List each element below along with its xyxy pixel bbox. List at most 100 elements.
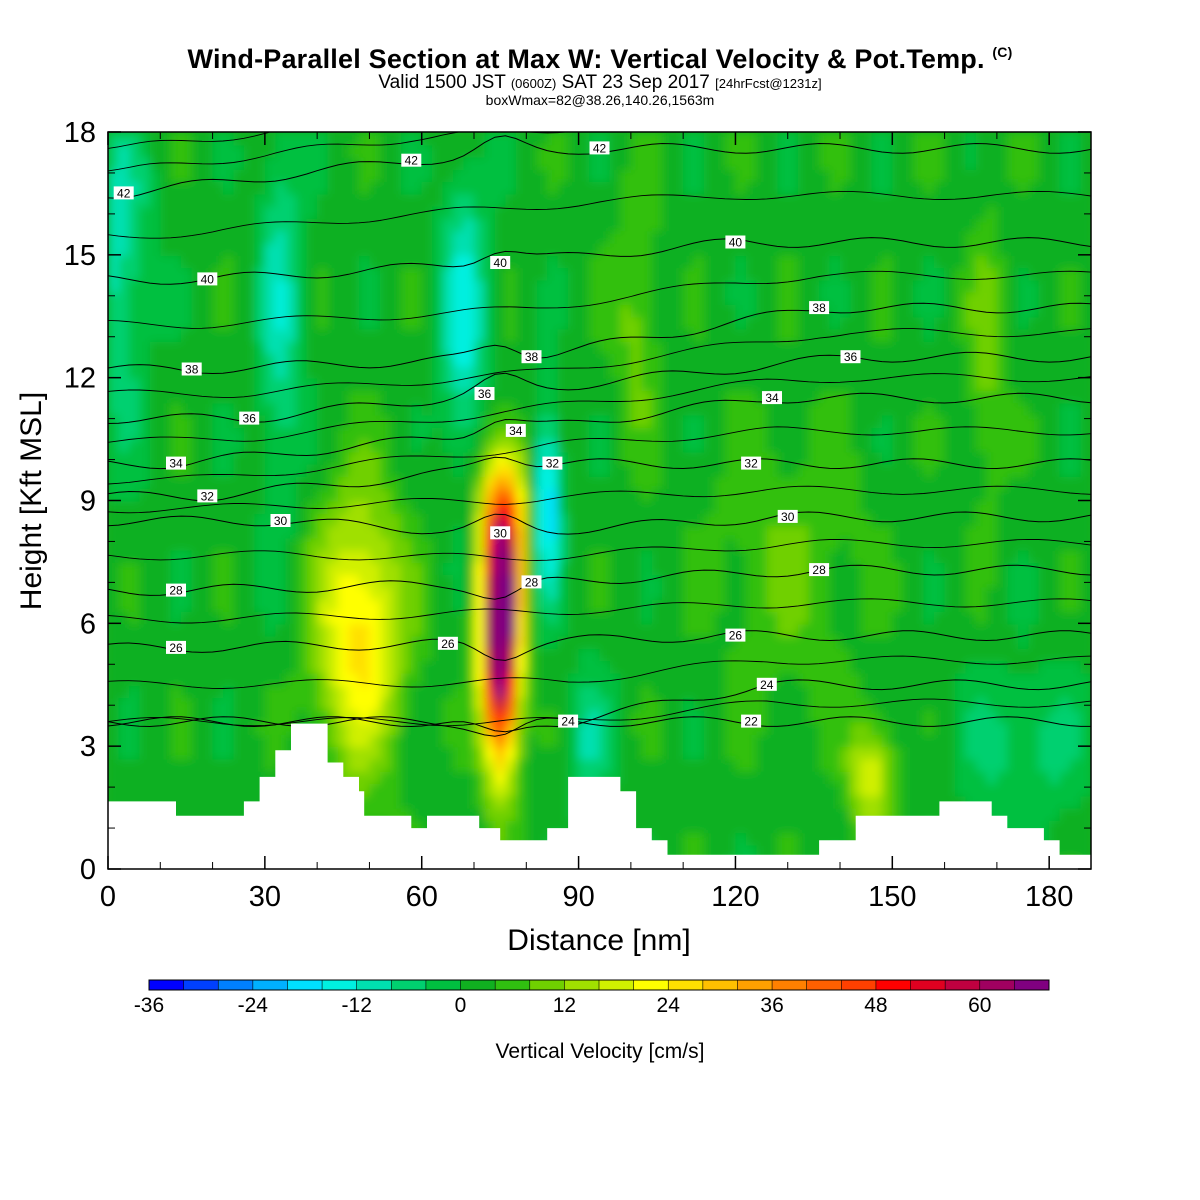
velocity-cell — [212, 611, 225, 625]
velocity-cell — [306, 267, 319, 281]
velocity-cell — [944, 463, 957, 477]
velocity-cell — [714, 537, 726, 551]
velocity-cell — [568, 304, 580, 318]
velocity-cell — [756, 561, 768, 576]
velocity-cell — [704, 267, 716, 281]
velocity-cell — [526, 746, 538, 760]
velocity-cell — [547, 721, 559, 735]
velocity-cell — [390, 426, 402, 441]
velocity-cell — [819, 832, 831, 846]
velocity-cell — [128, 426, 141, 441]
velocity-cell — [745, 807, 758, 821]
velocity-cell — [515, 291, 528, 305]
velocity-cell — [578, 758, 591, 772]
velocity-cell — [547, 254, 559, 269]
velocity-cell — [369, 475, 381, 490]
velocity-cell — [881, 574, 894, 588]
velocity-cell — [913, 783, 925, 797]
velocity-cell — [463, 512, 476, 527]
velocity-cell — [662, 660, 674, 674]
velocity-cell — [777, 439, 789, 453]
velocity-cell — [474, 525, 486, 539]
velocity-cell — [442, 156, 455, 170]
velocity-cell — [892, 561, 904, 576]
velocity-cell — [976, 758, 988, 772]
velocity-cell — [181, 721, 193, 735]
velocity-cell — [128, 377, 141, 391]
velocity-cell — [850, 242, 862, 256]
velocity-cell — [400, 390, 413, 404]
velocity-cell — [484, 156, 496, 170]
velocity-cell — [233, 340, 245, 355]
velocity-cell — [599, 402, 611, 416]
velocity-cell — [264, 132, 277, 146]
velocity-cell — [128, 721, 141, 735]
velocity-cell — [170, 316, 183, 330]
velocity-cell — [348, 267, 360, 281]
velocity-cell — [212, 647, 225, 662]
velocity-cell — [766, 795, 779, 809]
velocity-cell — [714, 611, 726, 625]
velocity-cell — [610, 586, 622, 600]
velocity-cell — [108, 242, 120, 256]
velocity-cell — [578, 623, 591, 637]
velocity-cell — [526, 488, 538, 502]
velocity-cell — [170, 414, 183, 428]
velocity-cell — [902, 758, 915, 772]
velocity-cell — [808, 279, 821, 293]
velocity-cell — [578, 402, 591, 416]
velocity-cell — [379, 451, 392, 465]
velocity-cell — [860, 451, 873, 465]
velocity-cell — [829, 697, 842, 711]
velocity-cell — [672, 328, 685, 342]
velocity-cell — [149, 783, 162, 797]
velocity-cell — [536, 156, 549, 170]
velocity-cell — [651, 426, 664, 441]
velocity-cell — [149, 733, 162, 748]
velocity-cell — [306, 340, 319, 355]
velocity-cell — [913, 218, 925, 232]
velocity-cell — [672, 168, 685, 183]
velocity-cell — [453, 525, 465, 539]
velocity-cell — [223, 537, 235, 551]
velocity-cell — [568, 193, 580, 207]
velocity-cell — [369, 316, 381, 330]
velocity-cell — [505, 316, 517, 330]
velocity-cell — [557, 672, 570, 686]
velocity-cell — [881, 647, 894, 662]
velocity-cell — [453, 770, 465, 784]
velocity-cell — [923, 304, 936, 318]
velocity-cell — [536, 561, 549, 576]
velocity-cell — [202, 304, 214, 318]
velocity-cell — [756, 586, 768, 600]
velocity-cell — [306, 132, 319, 146]
velocity-cell — [944, 156, 957, 170]
velocity-cell — [170, 426, 183, 441]
velocity-cell — [338, 537, 350, 551]
velocity-cell — [411, 783, 423, 797]
velocity-cell — [620, 144, 632, 158]
velocity-cell — [432, 586, 444, 600]
velocity-cell — [118, 500, 130, 514]
velocity-cell — [641, 758, 653, 772]
velocity-cell — [494, 721, 507, 735]
velocity-cell — [453, 156, 465, 170]
velocity-cell — [860, 488, 873, 502]
velocity-cell — [735, 193, 747, 207]
velocity-cell — [860, 623, 873, 637]
velocity-cell — [536, 500, 549, 514]
velocity-cell — [191, 414, 204, 428]
velocity-cell — [390, 242, 402, 256]
velocity-cell — [641, 451, 653, 465]
velocity-cell — [557, 721, 570, 735]
velocity-cell — [808, 537, 821, 551]
velocity-cell — [484, 328, 496, 342]
velocity-cell — [777, 414, 789, 428]
velocity-cell — [306, 488, 319, 502]
velocity-cell — [683, 500, 695, 514]
velocity-cell — [453, 537, 465, 551]
velocity-cell — [264, 500, 277, 514]
velocity-cell — [264, 205, 277, 219]
velocity-cell — [243, 611, 256, 625]
velocity-cell — [118, 254, 130, 269]
